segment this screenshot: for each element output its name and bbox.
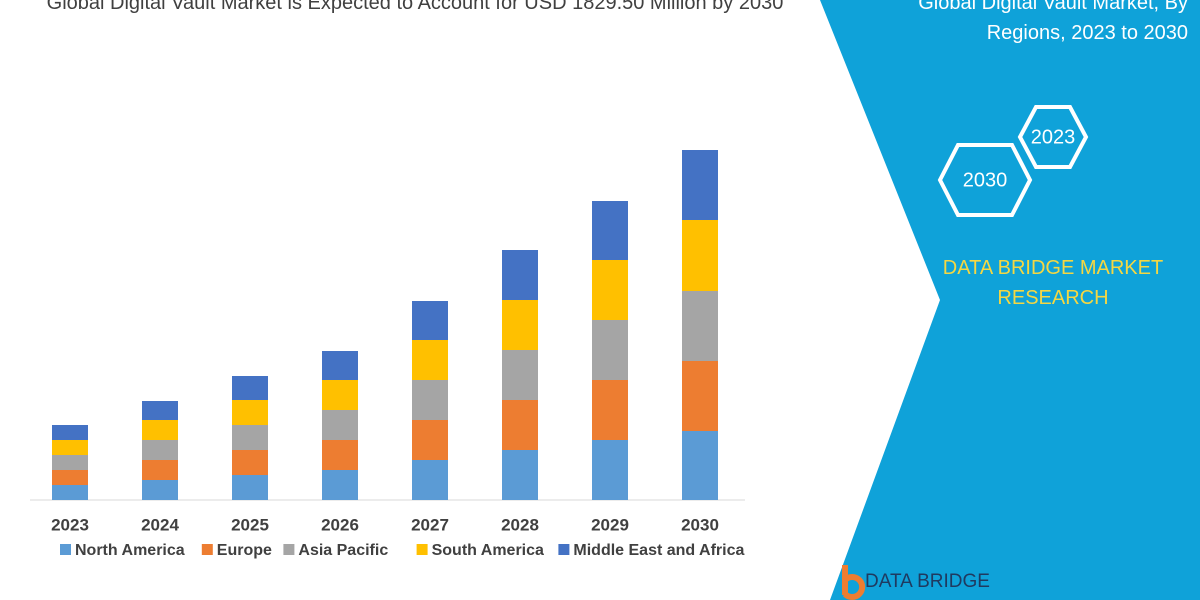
title: Global Digital Vault Market is Expected … bbox=[46, 0, 784, 14]
legend-label: North America bbox=[75, 542, 185, 559]
bar-segment bbox=[412, 380, 448, 420]
brand: DATA BRIDGE MARKET RESEARCH bbox=[942, 257, 1164, 309]
bar-segment bbox=[142, 401, 178, 420]
bar-segment bbox=[412, 460, 448, 500]
bar-segment bbox=[682, 150, 718, 220]
bar-segment bbox=[682, 361, 718, 431]
legend-label: South America bbox=[432, 542, 544, 559]
bar-segment bbox=[322, 351, 358, 380]
bar-segment bbox=[52, 485, 88, 500]
x-tick-label: 2026 bbox=[321, 515, 359, 534]
bar-segment bbox=[322, 410, 358, 440]
legend-label: Asia Pacific bbox=[298, 542, 388, 559]
bar-segment bbox=[52, 440, 88, 455]
x-tick-label: 2025 bbox=[231, 515, 269, 534]
x-tick-label: 2023 bbox=[51, 515, 89, 534]
x-tick-label: 2029 bbox=[591, 515, 629, 534]
bar-segment bbox=[232, 450, 268, 475]
bar-segment bbox=[592, 320, 628, 380]
legend-swatch bbox=[60, 544, 71, 555]
legend-swatch bbox=[416, 544, 428, 555]
hex-label: 2023 bbox=[1031, 126, 1076, 148]
legend-swatch bbox=[558, 544, 570, 555]
bar-segment bbox=[502, 400, 538, 450]
x-tick-label: 2024 bbox=[141, 515, 179, 534]
bar-segment bbox=[502, 350, 538, 400]
bar-segment bbox=[52, 470, 88, 485]
bar-segment bbox=[322, 470, 358, 500]
x-tick-label: 2027 bbox=[411, 515, 449, 534]
bar-segment bbox=[592, 380, 628, 440]
bar-segment bbox=[232, 376, 268, 400]
x-tick-label: 2028 bbox=[501, 515, 539, 534]
bar-segment bbox=[502, 450, 538, 500]
bar-segment bbox=[682, 220, 718, 291]
side-panel-bg bbox=[820, 0, 1200, 600]
bar-segment bbox=[412, 340, 448, 380]
bar-segment bbox=[592, 440, 628, 500]
bar-segment bbox=[502, 250, 538, 300]
hexagon bbox=[937, 143, 1033, 217]
bar-segment bbox=[142, 480, 178, 500]
bar-segment bbox=[52, 455, 88, 470]
bar-segment bbox=[682, 291, 718, 361]
hex-label: 2030 bbox=[963, 169, 1008, 191]
side-title: Global Digital Vault Market, By Regions,… bbox=[918, 0, 1188, 44]
legend-label: Europe bbox=[217, 542, 272, 559]
legend-swatch bbox=[283, 544, 295, 555]
bar-segment bbox=[232, 425, 268, 450]
bar-segment bbox=[412, 301, 448, 340]
bar-segment bbox=[142, 420, 178, 440]
bar-segment bbox=[412, 420, 448, 460]
legend-swatch bbox=[201, 544, 213, 555]
bar-segment bbox=[502, 300, 538, 350]
bar-segment bbox=[142, 440, 178, 460]
x-tick-label: 2030 bbox=[681, 515, 719, 534]
bar-segment bbox=[142, 460, 178, 480]
bar-segment bbox=[232, 400, 268, 425]
bar-segment bbox=[592, 260, 628, 320]
bar-segment bbox=[322, 440, 358, 470]
bar-segment bbox=[322, 380, 358, 410]
logo-text: DATA BRIDGE bbox=[865, 571, 990, 592]
bar-segment bbox=[592, 201, 628, 260]
bar-segment bbox=[52, 425, 88, 440]
legend-label: Middle East and Africa bbox=[573, 542, 744, 559]
hexagon bbox=[1017, 105, 1089, 169]
logo-icon bbox=[842, 565, 866, 600]
bar-segment bbox=[682, 431, 718, 500]
bar-segment bbox=[232, 475, 268, 500]
